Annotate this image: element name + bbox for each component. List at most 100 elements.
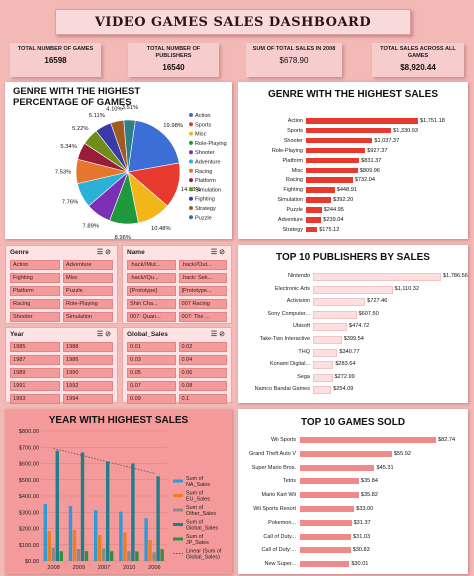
slicer-item[interactable]: 0.1: [178, 394, 227, 404]
slicer-item[interactable]: 1988: [63, 342, 113, 352]
bar[interactable]: [300, 519, 352, 526]
column-bar[interactable]: [156, 476, 160, 561]
column-bar[interactable]: [160, 549, 164, 561]
slicer-item[interactable]: 0.07: [127, 381, 176, 391]
column-bar[interactable]: [148, 540, 152, 561]
column-bar[interactable]: [55, 450, 59, 561]
slicer-item[interactable]: Action: [10, 260, 60, 270]
slicer-item[interactable]: 0.03: [127, 355, 176, 365]
clear-filter-icon[interactable]: ⊘: [219, 249, 227, 256]
bar[interactable]: [306, 137, 373, 144]
column-bar[interactable]: [72, 529, 77, 561]
multi-select-icon[interactable]: ☰: [210, 249, 220, 256]
bar[interactable]: [306, 167, 358, 173]
bar[interactable]: [300, 547, 351, 554]
column-bar[interactable]: [110, 551, 114, 561]
slicer-item[interactable]: [Prototype]: [127, 286, 176, 296]
slicer-item[interactable]: Adventure: [63, 260, 113, 270]
slicer-item[interactable]: .hack//Out...: [178, 260, 227, 270]
slicer-item[interactable]: 1992: [63, 381, 113, 391]
bar[interactable]: [306, 157, 360, 164]
column-bar[interactable]: [76, 548, 81, 561]
slicer-item[interactable]: Fighting: [10, 273, 60, 283]
column-bar[interactable]: [84, 551, 89, 561]
bar[interactable]: [300, 478, 359, 485]
bar[interactable]: [313, 386, 332, 395]
column-bar[interactable]: [144, 518, 148, 561]
column-bar[interactable]: [127, 551, 131, 561]
column-bar[interactable]: [119, 511, 123, 561]
bar[interactable]: [300, 506, 355, 512]
column-bar[interactable]: [43, 503, 47, 561]
column-bar[interactable]: [94, 510, 98, 561]
bar[interactable]: [300, 533, 351, 540]
slicer-item[interactable]: Racing: [10, 299, 60, 309]
slicer-item[interactable]: 1990: [63, 368, 113, 378]
bar[interactable]: [313, 323, 347, 332]
bar[interactable]: [306, 226, 318, 233]
slicer-item[interactable]: 0.08: [178, 381, 227, 391]
clear-filter-icon[interactable]: ⊘: [105, 331, 113, 338]
pie-slice-action[interactable]: [127, 120, 180, 173]
bar[interactable]: [306, 217, 322, 223]
bar[interactable]: [300, 561, 350, 568]
bar[interactable]: [306, 197, 332, 203]
slicer-item[interactable]: [Prototype...: [178, 286, 227, 296]
clear-filter-icon[interactable]: ⊘: [219, 331, 227, 338]
pie-slice-puzzle[interactable]: [123, 119, 136, 173]
slicer-item[interactable]: 0.09: [127, 394, 176, 404]
slicer-item[interactable]: Puzzle: [63, 286, 113, 296]
slicer-item[interactable]: 1994: [63, 394, 113, 404]
bar[interactable]: [306, 127, 392, 134]
slicer-item[interactable]: 0.02: [178, 342, 227, 352]
slicer-item[interactable]: 007: The ...: [178, 312, 227, 322]
bar[interactable]: [313, 310, 357, 319]
bar[interactable]: [300, 464, 375, 471]
bar[interactable]: [313, 298, 366, 307]
multi-select-icon[interactable]: ☰: [210, 331, 220, 338]
column-bar[interactable]: [47, 531, 51, 561]
column-bar[interactable]: [152, 552, 156, 561]
slicer-item[interactable]: 0.04: [178, 355, 227, 365]
bar[interactable]: [300, 492, 359, 499]
column-bar[interactable]: [135, 551, 139, 561]
slicer-item[interactable]: .hack//Mut...: [127, 260, 176, 270]
column-bar[interactable]: [131, 463, 135, 562]
multi-select-icon[interactable]: ☰: [96, 331, 106, 338]
bar[interactable]: [313, 361, 334, 370]
bar[interactable]: [300, 450, 392, 457]
column-bar[interactable]: [80, 452, 85, 561]
bar[interactable]: [306, 187, 335, 193]
column-bar[interactable]: [102, 548, 106, 561]
column-bar[interactable]: [68, 506, 73, 561]
slicer-item[interactable]: Simulation: [63, 312, 113, 322]
slicer-item[interactable]: 1987: [10, 355, 60, 365]
slicer-item[interactable]: Platform: [10, 286, 60, 296]
column-bar[interactable]: [123, 532, 127, 561]
slicer-item[interactable]: 1993: [10, 394, 60, 404]
bar[interactable]: [306, 177, 353, 183]
bar[interactable]: [306, 207, 322, 213]
column-bar[interactable]: [106, 461, 110, 561]
slicer-item[interactable]: Misc: [63, 273, 113, 283]
clear-filter-icon[interactable]: ⊘: [105, 249, 113, 256]
slicer-item[interactable]: 007 Racing: [178, 299, 227, 309]
column-bar[interactable]: [51, 547, 55, 561]
slicer-item[interactable]: 0.05: [127, 368, 176, 378]
bar[interactable]: [313, 348, 338, 357]
slicer-item[interactable]: 1991: [10, 381, 60, 391]
slicer-item[interactable]: 1986: [63, 355, 113, 365]
bar[interactable]: [306, 118, 418, 124]
bar[interactable]: [306, 147, 366, 154]
slicer-item[interactable]: .hack//Qu...: [127, 273, 176, 283]
slicer-item[interactable]: 1989: [10, 368, 60, 378]
column-bar[interactable]: [59, 551, 63, 561]
bar[interactable]: [313, 373, 333, 382]
slicer-item[interactable]: Shooter: [10, 312, 60, 322]
slicer-item[interactable]: Role-Playing: [63, 299, 113, 309]
slicer-item[interactable]: 1985: [10, 342, 60, 352]
slicer-item[interactable]: 007: Quan...: [127, 312, 176, 322]
bar[interactable]: [313, 285, 393, 294]
bar[interactable]: [313, 336, 342, 344]
column-bar[interactable]: [98, 535, 102, 561]
